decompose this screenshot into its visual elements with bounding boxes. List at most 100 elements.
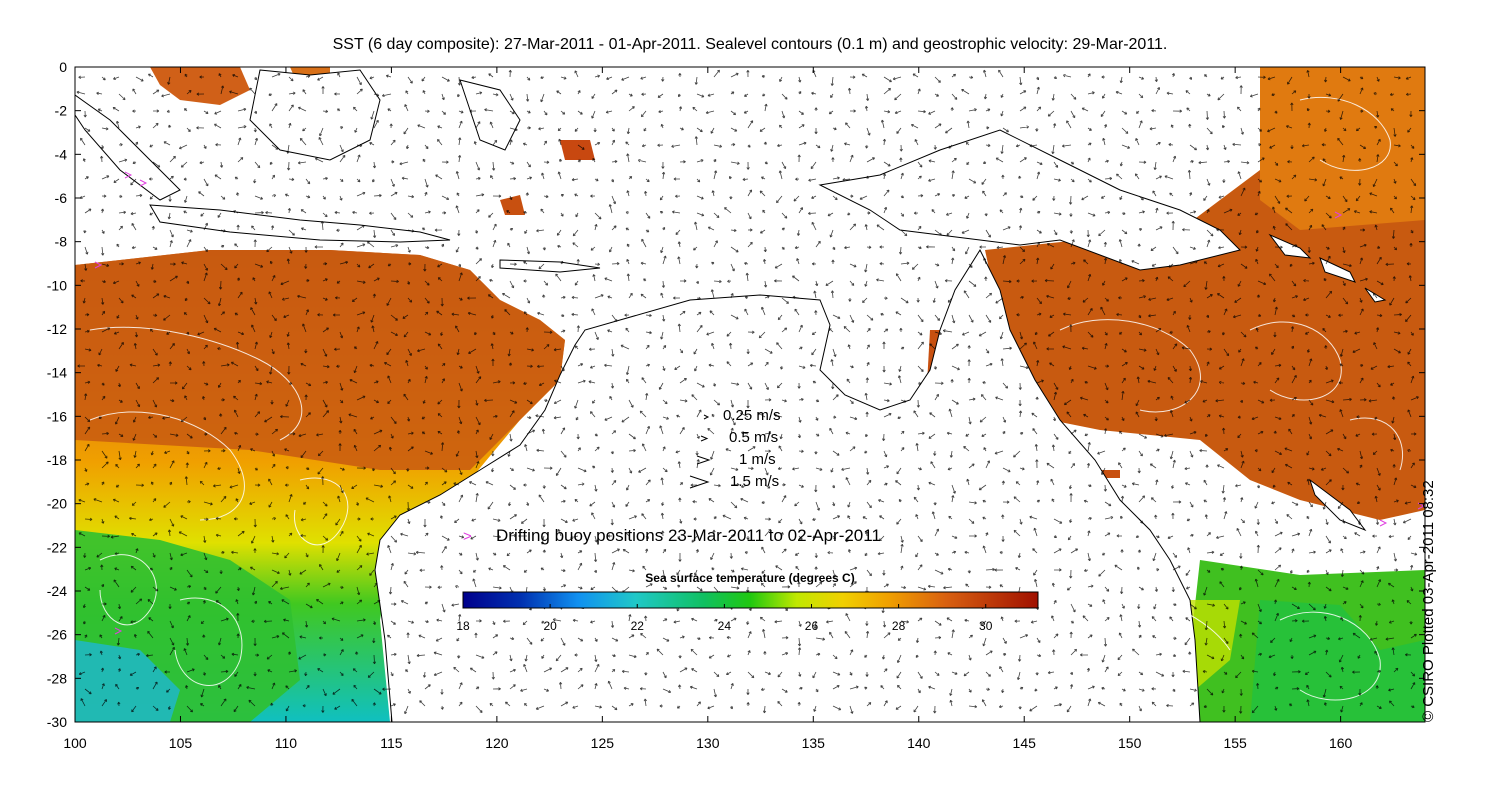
velocity-arrow — [1119, 259, 1123, 265]
velocity-arrow — [436, 310, 443, 316]
velocity-arrow — [660, 292, 664, 299]
velocity-arrow — [934, 528, 940, 537]
velocity-arrow — [696, 127, 703, 133]
velocity-arrow — [525, 327, 529, 333]
velocity-arrow — [169, 637, 175, 646]
velocity-arrow — [849, 685, 859, 690]
velocity-arrow — [1306, 515, 1310, 520]
velocity-arrow — [1306, 108, 1310, 112]
x-tick-label: 145 — [1013, 735, 1037, 751]
velocity-arrow — [300, 518, 307, 522]
velocity-arrow — [1223, 603, 1229, 610]
velocity-arrow — [1036, 653, 1042, 658]
velocity-arrow — [1000, 110, 1004, 117]
velocity-arrow — [900, 212, 905, 217]
velocity-arrow — [1322, 178, 1327, 187]
velocity-arrow — [1155, 141, 1161, 146]
velocity-arrow — [577, 637, 584, 642]
velocity-arrow — [708, 654, 715, 659]
velocity-arrow — [880, 685, 885, 690]
velocity-arrow — [1046, 462, 1055, 469]
velocity-arrow — [730, 467, 739, 471]
velocity-arrow — [1325, 109, 1331, 113]
velocity-arrow — [866, 314, 874, 321]
velocity-arrow — [998, 314, 1004, 320]
velocity-arrow — [299, 635, 307, 639]
credit-text: © CSIRO Plotted 03-Apr-2011 08:32 — [1420, 480, 1437, 722]
velocity-arrow — [879, 262, 885, 266]
velocity-arrow — [662, 548, 667, 554]
velocity-arrow — [900, 585, 907, 590]
velocity-arrow — [1271, 501, 1276, 505]
velocity-arrow — [185, 685, 189, 690]
velocity-arrow — [1393, 331, 1401, 335]
velocity-arrow — [626, 243, 630, 248]
x-axis: 100 105 110 115 120 125 130 135 140 145 150 155 160 — [63, 67, 1353, 751]
velocity-arrow — [1070, 603, 1076, 613]
velocity-arrow — [1155, 276, 1159, 282]
velocity-arrow — [744, 551, 749, 555]
velocity-arrow — [169, 343, 175, 350]
velocity-arrow — [253, 548, 257, 554]
velocity-arrow — [251, 225, 256, 231]
velocity-arrow — [1257, 313, 1262, 317]
velocity-arrow — [1290, 144, 1294, 150]
velocity-arrow — [560, 450, 567, 458]
velocity-arrow — [696, 195, 704, 200]
velocity-arrow — [604, 416, 613, 421]
velocity-arrow — [509, 484, 516, 490]
velocity-arrow — [1320, 467, 1327, 471]
velocity-arrow — [196, 126, 205, 130]
velocity-arrow — [367, 671, 375, 678]
velocity-arrow — [911, 263, 919, 270]
velocity-arrow — [1101, 654, 1106, 663]
velocity-arrow — [523, 279, 528, 283]
velocity-arrow — [1053, 161, 1059, 168]
velocity-arrow — [1002, 430, 1006, 435]
velocity-arrow — [284, 552, 290, 559]
velocity-arrow — [968, 654, 972, 661]
velocity-arrow — [815, 637, 826, 641]
velocity-arrow — [1198, 160, 1208, 165]
velocity-arrow — [203, 144, 207, 149]
velocity-arrow — [917, 194, 924, 198]
velocity-arrow — [475, 91, 483, 95]
velocity-arrow — [859, 195, 868, 200]
velocity-arrow — [934, 393, 939, 401]
velocity-arrow — [900, 565, 904, 571]
velocity-arrow — [1155, 479, 1159, 486]
velocity-arrow — [1119, 702, 1123, 707]
velocity-arrow — [1068, 365, 1072, 370]
velocity-arrow — [538, 382, 545, 387]
velocity-arrow — [797, 581, 801, 588]
velocity-arrow — [777, 314, 783, 321]
velocity-arrow — [866, 479, 872, 486]
velocity-arrow — [1050, 263, 1055, 270]
velocity-arrow — [1031, 279, 1038, 283]
velocity-arrow — [1185, 569, 1191, 576]
velocity-arrow — [270, 399, 274, 405]
velocity-arrow — [253, 671, 257, 677]
velocity-arrow — [895, 480, 902, 486]
velocity-arrow — [220, 363, 230, 367]
velocity-arrow — [457, 399, 461, 409]
velocity-arrow — [355, 651, 359, 656]
velocity-arrow — [559, 158, 563, 163]
velocity-arrow — [541, 172, 545, 180]
velocity-arrow — [305, 467, 310, 471]
velocity-arrow — [1240, 601, 1246, 605]
velocity-arrow — [798, 620, 802, 627]
velocity-arrow — [492, 239, 497, 248]
velocity-arrow — [985, 229, 991, 238]
velocity-arrow — [84, 263, 88, 271]
velocity-arrow — [322, 501, 328, 507]
velocity-arrow — [1206, 603, 1215, 607]
velocity-arrow — [199, 161, 205, 165]
velocity-arrow — [1404, 501, 1412, 505]
velocity-arrow — [1359, 702, 1363, 707]
velocity-arrow — [692, 106, 698, 112]
velocity-arrow — [475, 461, 480, 469]
velocity-arrow — [842, 178, 851, 182]
velocity-arrow — [883, 412, 892, 418]
velocity-arrow — [1404, 653, 1412, 657]
